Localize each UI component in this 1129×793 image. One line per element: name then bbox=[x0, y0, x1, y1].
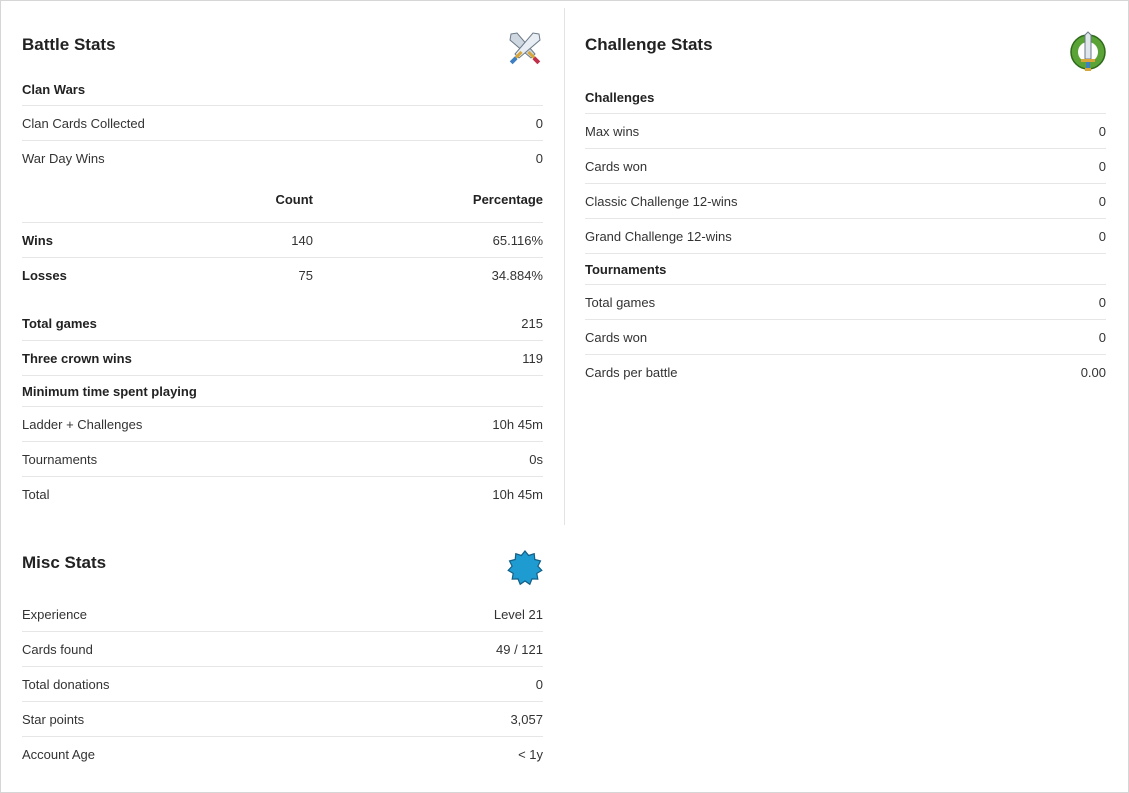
stat-row: Grand Challenge 12-wins 0 bbox=[585, 219, 1106, 254]
stat-value: 0 bbox=[1098, 228, 1106, 244]
table-header: Count Percentage bbox=[22, 176, 543, 223]
stat-label: Experience bbox=[22, 606, 88, 622]
challenge-stats-title: Challenge Stats bbox=[585, 35, 713, 54]
stat-label: War Day Wins bbox=[22, 151, 105, 166]
stat-label: Ladder + Challenges bbox=[22, 416, 143, 432]
stat-row: Three crown wins 119 bbox=[22, 341, 543, 376]
laurel-sword-icon bbox=[1069, 31, 1107, 76]
column-header-percentage: Percentage bbox=[472, 192, 543, 207]
stat-row: Cards won 0 bbox=[585, 320, 1106, 355]
battle-stats-rows: Clan Wars Clan Cards Collected 0 War Day … bbox=[22, 74, 543, 512]
stat-value: 0 bbox=[535, 676, 543, 692]
stat-value: 3,057 bbox=[510, 711, 543, 727]
stat-value: 10h 45m bbox=[492, 416, 543, 432]
stat-label: Total games bbox=[22, 315, 97, 331]
stat-label: Grand Challenge 12-wins bbox=[585, 228, 732, 244]
stat-value: 0 bbox=[1098, 123, 1106, 139]
stat-row: Cards per battle 0.00 bbox=[585, 355, 1106, 390]
tournaments-header: Tournaments bbox=[585, 254, 1106, 285]
stat-value: 0 bbox=[1098, 294, 1106, 310]
stat-value: 0 bbox=[535, 151, 543, 166]
table-row: Losses 75 34.884% bbox=[22, 258, 543, 293]
stat-row: Total 10h 45m bbox=[22, 477, 543, 512]
row-percentage: 65.116% bbox=[492, 232, 543, 248]
stat-value: 0.00 bbox=[1080, 365, 1106, 380]
stat-row: Total donations 0 bbox=[22, 667, 543, 702]
challenges-header: Challenges bbox=[585, 82, 1106, 114]
stat-row: Max wins 0 bbox=[585, 114, 1106, 149]
stat-row: Clan Cards Collected 0 bbox=[22, 106, 543, 141]
stat-row: Cards found 49 / 121 bbox=[22, 632, 543, 667]
stat-label: Cards won bbox=[585, 329, 648, 345]
starburst-shape bbox=[507, 550, 543, 586]
column-divider bbox=[564, 8, 565, 525]
experience-star-icon bbox=[507, 550, 543, 589]
stat-value: 215 bbox=[521, 315, 543, 331]
row-percentage: 34.884% bbox=[491, 268, 543, 283]
stat-value: 49 / 121 bbox=[496, 641, 543, 657]
stat-value: < 1y bbox=[518, 747, 543, 762]
misc-stats-rows: Experience Level 21 Cards found 49 / 121 T… bbox=[22, 597, 543, 772]
row-count: 75 bbox=[298, 268, 313, 283]
stat-label: Total bbox=[22, 487, 50, 502]
stat-label: Cards found bbox=[22, 641, 93, 657]
row-label: Wins bbox=[22, 232, 53, 248]
battle-stats-title: Battle Stats bbox=[22, 35, 116, 54]
table-row: Wins 140 65.116% bbox=[22, 223, 543, 258]
stat-value: 119 bbox=[522, 350, 543, 366]
stat-row: Tournaments 0s bbox=[22, 442, 543, 477]
stat-label: Max wins bbox=[585, 123, 640, 139]
stat-row: Classic Challenge 12-wins 0 bbox=[585, 184, 1106, 219]
challenge-stats-rows: Challenges Max wins 0 Cards won 0 Classic … bbox=[585, 82, 1106, 390]
stat-label: Total games bbox=[585, 294, 656, 310]
stat-row: Total games 215 bbox=[22, 306, 543, 341]
stat-value: 0 bbox=[535, 115, 543, 131]
stat-row: Ladder + Challenges 10h 45m bbox=[22, 407, 543, 442]
stat-label: Three crown wins bbox=[22, 350, 132, 366]
stat-label: Classic Challenge 12-wins bbox=[585, 193, 738, 209]
stat-value: 0 bbox=[1098, 193, 1106, 209]
stat-value: 0 bbox=[1098, 329, 1106, 345]
stat-value: 0s bbox=[529, 451, 543, 467]
row-count: 140 bbox=[291, 232, 313, 248]
stat-row: Cards won 0 bbox=[585, 149, 1106, 184]
misc-stats-title: Misc Stats bbox=[22, 553, 107, 572]
clan-wars-header: Clan Wars bbox=[22, 74, 543, 106]
crossed-swords-icon bbox=[507, 30, 543, 69]
stat-label: Total donations bbox=[22, 676, 110, 692]
stat-value: 0 bbox=[1098, 158, 1106, 174]
stat-row: Star points 3,057 bbox=[22, 702, 543, 737]
stat-value: 10h 45m bbox=[492, 487, 543, 502]
stat-row: Account Age < 1y bbox=[22, 737, 543, 772]
stat-row: Total games 0 bbox=[585, 285, 1106, 320]
stat-value: Level 21 bbox=[493, 606, 543, 622]
time-played-header: Minimum time spent playing bbox=[22, 376, 543, 407]
stat-row: War Day Wins 0 bbox=[22, 141, 543, 176]
stat-row: Experience Level 21 bbox=[22, 597, 543, 632]
stat-label: Clan Cards Collected bbox=[22, 115, 145, 131]
stat-label: Cards per battle bbox=[585, 365, 678, 380]
column-header-count: Count bbox=[275, 192, 313, 207]
stat-label: Account Age bbox=[22, 747, 95, 762]
stat-label: Tournaments bbox=[22, 451, 98, 467]
row-label: Losses bbox=[22, 268, 67, 283]
stat-label: Cards won bbox=[585, 158, 648, 174]
stat-label: Star points bbox=[22, 711, 85, 727]
